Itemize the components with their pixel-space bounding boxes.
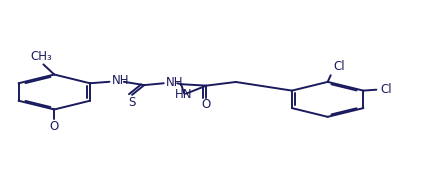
Text: S: S [128,96,136,109]
Text: NH: NH [166,76,184,89]
Text: O: O [49,120,59,133]
Text: O: O [202,98,211,111]
Text: CH₃: CH₃ [30,50,52,63]
Text: NH: NH [112,74,129,87]
Text: Cl: Cl [333,60,345,73]
Text: Cl: Cl [381,83,392,96]
Text: HN: HN [174,88,192,101]
